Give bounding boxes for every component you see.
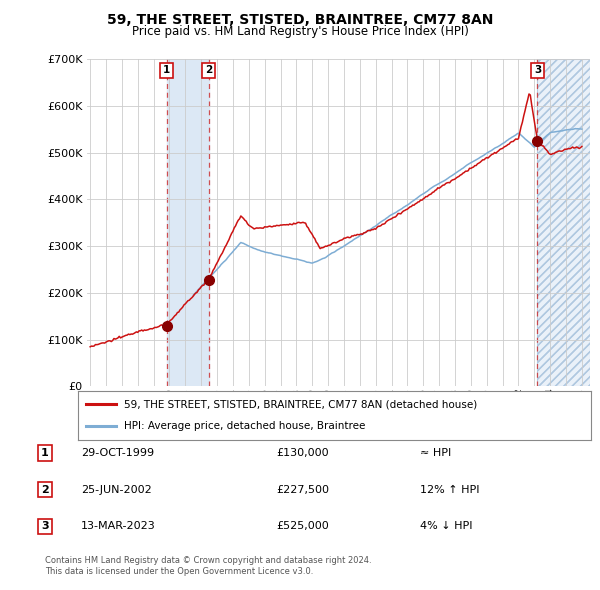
Text: 59, THE STREET, STISTED, BRAINTREE, CM77 8AN (detached house): 59, THE STREET, STISTED, BRAINTREE, CM77… [124, 399, 478, 409]
Text: 2: 2 [205, 65, 212, 76]
Text: 3: 3 [534, 65, 541, 76]
Text: 4% ↓ HPI: 4% ↓ HPI [420, 522, 473, 531]
Bar [167, 59, 209, 386]
Text: 12% ↑ HPI: 12% ↑ HPI [420, 485, 479, 494]
Text: £227,500: £227,500 [276, 485, 329, 494]
Text: 59, THE STREET, STISTED, BRAINTREE, CM77 8AN: 59, THE STREET, STISTED, BRAINTREE, CM77… [107, 13, 493, 27]
Bar [538, 59, 590, 386]
Text: 1: 1 [163, 65, 170, 76]
Text: 1: 1 [41, 448, 49, 458]
Text: HPI: Average price, detached house, Braintree: HPI: Average price, detached house, Brai… [124, 421, 365, 431]
Text: 13-MAR-2023: 13-MAR-2023 [81, 522, 156, 531]
Text: ≈ HPI: ≈ HPI [420, 448, 451, 458]
Text: £525,000: £525,000 [276, 522, 329, 531]
Text: This data is licensed under the Open Government Licence v3.0.: This data is licensed under the Open Gov… [45, 567, 313, 576]
Bar [538, 59, 590, 386]
Text: 29-OCT-1999: 29-OCT-1999 [81, 448, 154, 458]
Text: Price paid vs. HM Land Registry's House Price Index (HPI): Price paid vs. HM Land Registry's House … [131, 25, 469, 38]
Text: 25-JUN-2002: 25-JUN-2002 [81, 485, 152, 494]
Text: £130,000: £130,000 [276, 448, 329, 458]
Text: 3: 3 [41, 522, 49, 531]
Text: Contains HM Land Registry data © Crown copyright and database right 2024.: Contains HM Land Registry data © Crown c… [45, 556, 371, 565]
Text: 2: 2 [41, 485, 49, 494]
